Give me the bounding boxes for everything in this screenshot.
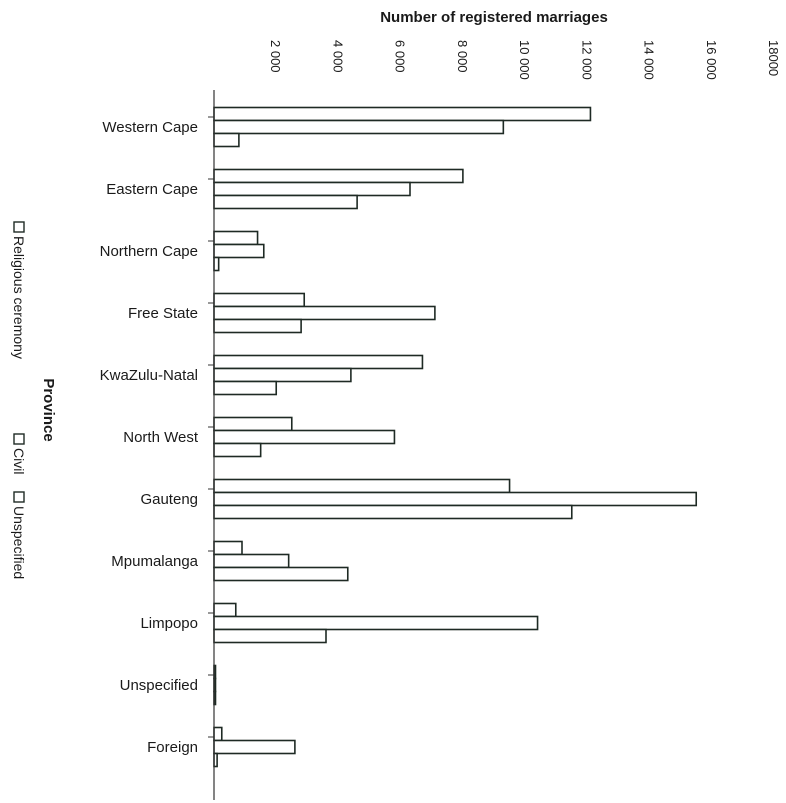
bar (213, 504, 573, 520)
bar (213, 380, 278, 396)
category-label: Gauteng (140, 491, 198, 508)
category-label: North West (123, 429, 199, 446)
category-label: Unspecified (120, 677, 198, 694)
x-tick-label: 16 000 (704, 40, 719, 80)
x-tick-label: 14 000 (642, 40, 657, 80)
x-tick-label: 12 000 (579, 40, 594, 80)
bar (213, 194, 358, 210)
category-labels: Western Cape Eastern Cape Northern Cape Fre… (100, 119, 199, 756)
category-label: KwaZulu-Natal (100, 367, 198, 384)
bar (213, 243, 265, 259)
y-axis-label: Province (40, 378, 57, 441)
bar (213, 106, 592, 122)
category-label: Free State (128, 305, 198, 322)
bar (213, 726, 223, 742)
x-axis: 2 000 4 000 6 000 8 000 10 000 12 000 14 000 16… (208, 40, 781, 738)
bar (213, 602, 237, 618)
bar (213, 256, 220, 272)
category-label: Western Cape (102, 119, 198, 136)
bars (213, 106, 698, 768)
x-tick-label: 4 000 (330, 40, 345, 73)
bar (213, 354, 424, 370)
category-label: Mpumalanga (111, 553, 198, 570)
legend-swatch-unspecified (13, 491, 25, 503)
bar (213, 553, 290, 569)
bar (213, 416, 293, 432)
bar (213, 181, 411, 197)
bar (213, 615, 539, 631)
bar (213, 429, 396, 445)
bar (213, 230, 259, 246)
bar (213, 305, 436, 321)
category-label: Northern Cape (100, 243, 198, 260)
legend-label-civil: Civil (11, 448, 27, 474)
bar (213, 132, 240, 148)
legend-swatch-civil (13, 433, 25, 445)
x-tick-label: 6 000 (393, 40, 408, 73)
category-label: Eastern Cape (106, 181, 198, 198)
category-label: Foreign (147, 739, 198, 756)
x-tick-label: 10 000 (517, 40, 532, 80)
bar (213, 119, 505, 135)
legend-label-religious: Religious ceremony (11, 236, 27, 359)
legend-swatch-religious (13, 221, 25, 233)
x-tick-label: 18000 (766, 40, 781, 76)
bar (213, 442, 262, 458)
category-label: Limpopo (140, 615, 198, 632)
chart-title: Number of registered marriages (380, 9, 608, 26)
bar (213, 739, 296, 755)
x-tick-label: 2 000 (268, 40, 283, 73)
bar (213, 491, 698, 507)
bar (213, 168, 464, 184)
bar (213, 628, 327, 644)
bar (213, 478, 511, 494)
legend: Religious ceremony Civil Unspecified (11, 221, 27, 579)
bar (213, 367, 352, 383)
bar (213, 318, 302, 334)
bar (213, 540, 243, 556)
x-tick-label: 8 000 (455, 40, 470, 73)
legend-label-unspecified: Unspecified (11, 506, 27, 579)
bar (213, 292, 306, 308)
bar (213, 566, 349, 582)
